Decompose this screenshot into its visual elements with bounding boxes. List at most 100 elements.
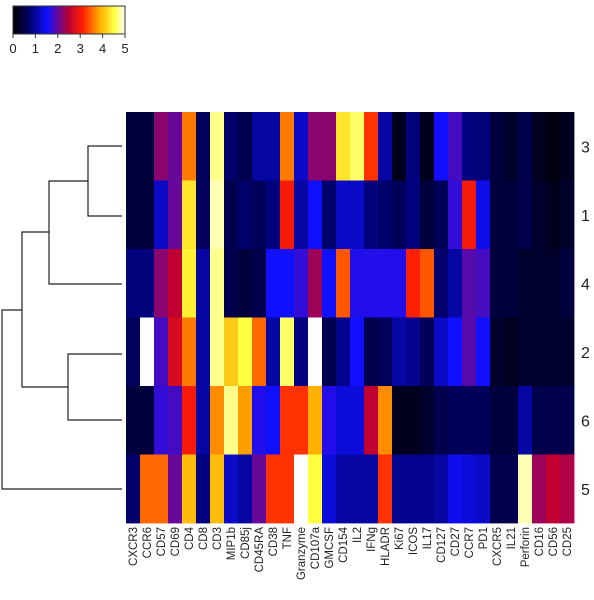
row-label: 4 xyxy=(581,276,590,293)
heatmap-cell xyxy=(462,454,477,524)
heatmap-cell xyxy=(224,386,239,455)
color-key-bar xyxy=(12,5,126,35)
row-dendrogram xyxy=(1,145,122,490)
heatmap-cell xyxy=(126,386,141,455)
heatmap-cell xyxy=(238,454,253,524)
heatmap-cell xyxy=(224,317,239,387)
row-label: 5 xyxy=(581,482,590,499)
heatmap-cell xyxy=(266,249,281,318)
heatmap-cell xyxy=(322,317,337,387)
heatmap-cell xyxy=(420,249,435,318)
heatmap-cell xyxy=(504,386,519,455)
heatmap-cell xyxy=(280,317,295,387)
heatmap-cell xyxy=(364,112,379,181)
heatmap-cell xyxy=(140,249,155,318)
heatmap-cell xyxy=(350,386,365,455)
heatmap-cell xyxy=(392,180,407,250)
heatmap-cell xyxy=(546,112,561,181)
heatmap-cell xyxy=(280,454,295,524)
heatmap-cell xyxy=(490,454,505,524)
heatmap-cell xyxy=(336,317,351,387)
heatmap-cell xyxy=(378,386,393,455)
heatmap-cell xyxy=(420,454,435,524)
heatmap-cell xyxy=(210,454,225,524)
heatmap-cell xyxy=(406,454,421,524)
dendrogram-branch xyxy=(1,309,122,490)
column-label: IL17 xyxy=(422,527,434,549)
heatmap-cell xyxy=(462,249,477,318)
column-label: CD8 xyxy=(198,527,210,550)
heatmap-cell xyxy=(336,249,351,318)
heatmap-cell xyxy=(560,180,575,250)
column-label: ICOS xyxy=(408,527,420,555)
heatmap-cell xyxy=(434,317,449,387)
color-key-tick-label: 1 xyxy=(32,41,39,56)
dendrogram-branch xyxy=(87,145,122,217)
heatmap-cell xyxy=(476,249,491,318)
heatmap-cell xyxy=(448,112,463,181)
heatmap-cell xyxy=(126,317,141,387)
heatmap-cell xyxy=(266,317,281,387)
heatmap-cell xyxy=(308,454,323,524)
color-key-tick-label: 4 xyxy=(99,41,106,56)
heatmap-cell xyxy=(392,454,407,524)
heatmap-cell xyxy=(434,454,449,524)
heatmap-cell xyxy=(252,249,267,318)
heatmap-cell xyxy=(224,249,239,318)
heatmap-cell xyxy=(266,180,281,250)
heatmap-cell xyxy=(126,249,141,318)
heatmap-cell xyxy=(476,317,491,387)
heatmap-cell xyxy=(294,180,309,250)
heatmap-cell xyxy=(336,386,351,455)
column-label: PD1 xyxy=(478,527,490,549)
heatmap-cell xyxy=(546,454,561,524)
heatmap-cell xyxy=(280,112,295,181)
heatmap-cell xyxy=(280,249,295,318)
color-key-tick-label: 5 xyxy=(121,41,128,56)
heatmap-cell xyxy=(266,386,281,455)
heatmap-cell xyxy=(406,180,421,250)
row-labels: 3 1 4 2 6 5 xyxy=(581,139,590,499)
heatmap-cell xyxy=(238,249,253,318)
heatmap-cell xyxy=(154,317,169,387)
heatmap-cell xyxy=(182,249,197,318)
heatmap-cell xyxy=(378,317,393,387)
heatmap-cell xyxy=(420,317,435,387)
heatmap-cell xyxy=(308,112,323,181)
heatmap-cell xyxy=(490,112,505,181)
heatmap-cell xyxy=(448,454,463,524)
heatmap-cell xyxy=(196,112,211,181)
heatmap-cell xyxy=(504,454,519,524)
column-label: IL21 xyxy=(506,527,518,549)
heatmap-cell xyxy=(182,386,197,455)
heatmap-cell xyxy=(210,180,225,250)
heatmap-cell xyxy=(252,386,267,455)
heatmap-cell xyxy=(294,386,309,455)
heatmap-cell xyxy=(294,249,309,318)
heatmap-cell xyxy=(378,249,393,318)
heatmap-cell xyxy=(546,386,561,455)
column-label: CD127 xyxy=(436,527,448,563)
heatmap-cell xyxy=(518,386,533,455)
heatmap-cell xyxy=(448,317,463,387)
heatmap-cell xyxy=(518,454,533,524)
heatmap-cell xyxy=(168,317,183,387)
heatmap-cell xyxy=(420,180,435,250)
heatmap-cell xyxy=(518,249,533,318)
heatmap-cell xyxy=(434,112,449,181)
heatmap-cell xyxy=(476,386,491,455)
heatmap-cell xyxy=(532,249,547,318)
heatmap-cell xyxy=(364,386,379,455)
heatmap-cell xyxy=(252,317,267,387)
heatmap-cell xyxy=(140,317,155,387)
heatmap-cell xyxy=(238,112,253,181)
heatmap-cell xyxy=(392,112,407,181)
heatmap-cell xyxy=(560,249,575,318)
row-label: 1 xyxy=(581,208,590,225)
column-label: CXCR5 xyxy=(492,527,504,566)
heatmap-cell xyxy=(406,317,421,387)
heatmap-cell xyxy=(168,180,183,250)
heatmap-cell xyxy=(308,317,323,387)
heatmap-cell xyxy=(182,112,197,181)
heatmap-cell xyxy=(392,249,407,318)
